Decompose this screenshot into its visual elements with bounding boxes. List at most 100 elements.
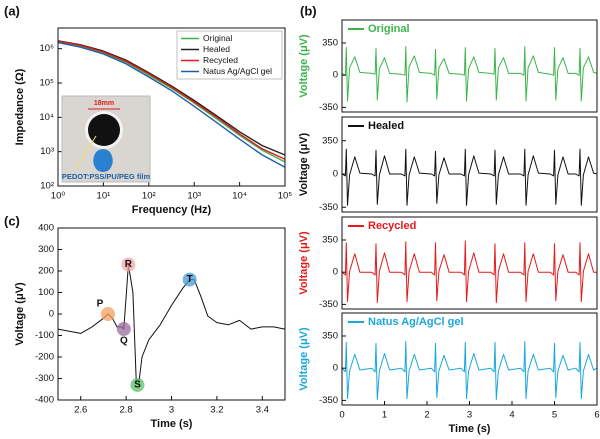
panel: (c) 2.6 2.8 3 3.2 3.4 -400 -300 -200 -100 0 100 200 3… — [4, 213, 286, 430]
series-line — [341, 46, 598, 103]
plot-frame — [57, 227, 286, 401]
series-line — [341, 148, 598, 206]
x-tick-label: 4 — [509, 410, 514, 421]
x-tick-label: 2 — [424, 410, 429, 421]
x-tick-label: 1 — [382, 410, 387, 421]
y-axis-label: Voltage (μV) — [298, 327, 310, 391]
y-axis-label: Impedance (Ω) — [14, 68, 26, 145]
x-tick-label: 2.8 — [119, 405, 132, 416]
panel: (a) 10⁰ 10¹ 10² 10³ 10⁴ 10⁵ 10² 10³ 10⁴ 10⁵ 10⁶ Freq… — [4, 3, 292, 215]
y-tick-label: -400 — [35, 395, 54, 406]
x-tick-label: 3.2 — [210, 405, 223, 416]
legend-label: Recycled — [203, 55, 238, 65]
annotation-marker — [182, 272, 197, 287]
y-tick-label: -350 — [319, 102, 338, 113]
y-tick-label: 400 — [38, 223, 54, 234]
y-axis-label: Voltage (μV) — [298, 132, 310, 196]
annotation-marker — [130, 377, 145, 392]
legend-label: Original — [368, 23, 410, 35]
y-tick-label: -300 — [35, 373, 54, 384]
panel-label: (b) — [300, 3, 317, 18]
x-tick-label: 5 — [552, 410, 557, 421]
panel-label: (a) — [4, 3, 20, 18]
series-line — [57, 41, 286, 168]
plot-frame — [341, 116, 598, 213]
panel-label: (c) — [4, 213, 20, 228]
y-tick-label: -350 — [319, 202, 338, 213]
legend-label: Original — [203, 33, 232, 43]
x-tick-label: 10³ — [187, 191, 201, 202]
panel: -350 0 350 Voltage (μV) Healed — [298, 116, 598, 213]
plot-frame — [341, 216, 598, 310]
y-axis-label: Voltage (μV) — [14, 282, 26, 346]
y-tick-label: 350 — [322, 38, 338, 49]
annotation-label: Q — [120, 336, 128, 347]
plot-frame — [57, 27, 286, 187]
y-tick-label: 300 — [38, 244, 54, 255]
panel: -350 0 350 Voltage (μV) Recycled — [298, 216, 598, 310]
series-line — [341, 240, 597, 304]
inset-film — [93, 149, 113, 172]
y-tick-label: -200 — [35, 352, 54, 363]
y-tick-label: 100 — [38, 287, 54, 298]
y-tick-label: 0 — [333, 363, 338, 374]
inset-scale-label: 18mm — [94, 100, 114, 107]
x-tick-label: 10⁴ — [232, 191, 247, 202]
legend-label: Natus Ag/AgCl gel — [203, 66, 272, 76]
x-tick-label: 10¹ — [97, 191, 111, 202]
annotation-marker — [100, 307, 115, 321]
x-tick-label: 10⁵ — [278, 191, 293, 202]
x-tick-label: 6 — [594, 410, 599, 421]
inset-electrode — [88, 114, 120, 146]
x-tick-label: 3 — [467, 410, 472, 421]
inset-caption: PEDOT:PSS/PU/PEG film — [62, 172, 151, 181]
y-tick-label: 350 — [322, 135, 338, 146]
y-tick-label: 350 — [322, 235, 338, 246]
annotation-marker — [121, 257, 136, 272]
x-axis-label: Time (s) — [151, 418, 193, 430]
x-tick-label: 2.6 — [74, 405, 87, 416]
y-axis-label: Voltage (μV) — [298, 231, 310, 295]
y-tick-label: 0 — [333, 169, 338, 180]
y-tick-label: 10³ — [40, 146, 54, 157]
x-tick-label: 3 — [169, 405, 174, 416]
y-tick-label: 0 — [333, 70, 338, 81]
series-line — [57, 40, 286, 160]
legend-label: Healed — [368, 120, 404, 132]
annotation-label: T — [187, 274, 193, 285]
plot-frame — [341, 19, 598, 113]
panel: (b) -350 0 350 Voltage (μV) Original — [298, 3, 598, 113]
legend-label: Recycled — [368, 220, 416, 232]
legend-label: Natus Ag/AgCl gel — [368, 316, 464, 328]
x-tick-label: 10⁰ — [51, 191, 66, 202]
x-axis-label: Time (s) — [449, 423, 491, 435]
y-tick-label: 200 — [38, 266, 54, 277]
x-tick-label: 10² — [142, 191, 156, 202]
y-tick-label: -100 — [35, 330, 54, 341]
series-line — [57, 40, 286, 156]
y-tick-label: 10² — [40, 181, 54, 192]
annotation-label: P — [97, 299, 104, 310]
y-tick-label: 0 — [333, 267, 338, 278]
annotation-marker — [116, 322, 131, 337]
series-line — [57, 41, 286, 163]
y-tick-label: 0 — [49, 309, 54, 320]
y-tick-label: -350 — [319, 299, 338, 310]
x-tick-label: 0 — [339, 410, 344, 421]
y-tick-label: 10⁶ — [40, 43, 55, 54]
annotation-label: R — [125, 259, 133, 270]
series-line — [57, 264, 286, 386]
y-tick-label: 10⁴ — [39, 112, 54, 123]
y-axis-label: Voltage (μV) — [298, 34, 310, 98]
inset-pointer — [75, 135, 97, 169]
x-tick-label: 3.4 — [256, 405, 269, 416]
y-tick-label: 10⁵ — [39, 78, 54, 89]
series-line — [341, 341, 598, 400]
y-tick-label: -350 — [319, 395, 338, 406]
legend-label: Healed — [203, 44, 230, 54]
annotation-label: S — [134, 380, 141, 391]
x-axis-label: Frequency (Hz) — [132, 204, 212, 216]
y-tick-label: 350 — [322, 331, 338, 342]
